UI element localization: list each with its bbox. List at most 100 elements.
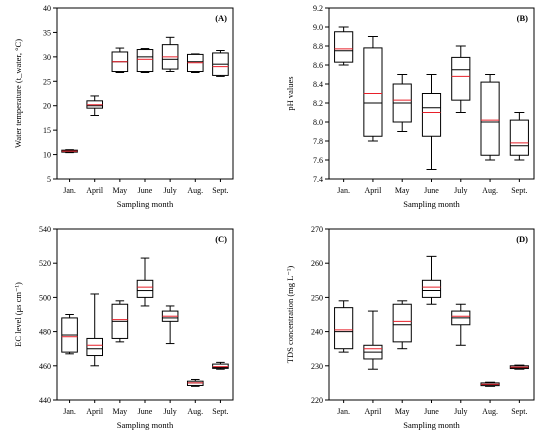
y-tick-label: 480	[39, 328, 51, 337]
x-tick-label: Sept.	[511, 186, 527, 195]
box-jan	[334, 26, 354, 66]
box-body	[363, 47, 383, 137]
panel-label: (A)	[215, 13, 227, 23]
box-sept	[509, 112, 529, 161]
x-tick-label: April	[86, 407, 104, 416]
x-tick-label: Jan.	[63, 407, 76, 416]
box-april	[363, 310, 383, 370]
box-body	[421, 93, 442, 137]
box-aug	[480, 381, 500, 387]
box-sept	[212, 361, 229, 370]
box-aug	[186, 53, 204, 73]
y-tick-label: 7.8	[313, 137, 323, 146]
box-body	[480, 81, 500, 156]
y-tick-label: 270	[311, 225, 323, 234]
panel-label: (C)	[215, 234, 227, 244]
y-tick-label: 260	[311, 259, 323, 268]
panel-tds-concentration: 220 230 240 250 260 270 Jan. April May June July Au…	[285, 225, 535, 430]
y-axis-title: TDS concentration (mg L⁻¹)	[285, 266, 295, 364]
box-jan	[61, 149, 78, 154]
y-tick-label: 250	[311, 293, 323, 302]
y-tick-label: 5	[47, 175, 51, 184]
y-tick-label: 8.8	[313, 42, 323, 51]
box-june	[136, 48, 154, 73]
box-april	[363, 36, 383, 142]
y-tick-label: 9.0	[313, 23, 323, 32]
x-tick-label: Aug.	[482, 186, 498, 195]
x-tick-label: June	[138, 407, 153, 416]
box-june	[421, 255, 442, 305]
panel-ec-level: 440 460 480 500 520 540 Jan. April May June July Au…	[13, 225, 234, 430]
box-may	[111, 47, 129, 73]
y-tick-label: 7.4	[313, 175, 323, 184]
box-july	[451, 303, 471, 346]
x-tick-label: Jan.	[337, 407, 350, 416]
y-tick-label: 220	[311, 396, 323, 405]
y-tick-label: 15	[43, 126, 51, 135]
x-tick-label: July	[163, 186, 176, 195]
x-tick-label: Sept.	[212, 407, 228, 416]
box-body	[451, 56, 471, 101]
x-tick-label: April	[86, 186, 104, 195]
x-tick-label: May	[113, 407, 128, 416]
box-jan	[334, 300, 354, 353]
box-april	[86, 293, 104, 367]
box-body	[509, 119, 529, 156]
box-sept	[212, 50, 229, 77]
box-may	[392, 74, 412, 132]
box-aug	[186, 378, 204, 387]
box-june	[136, 257, 154, 307]
x-tick-label: May	[395, 407, 410, 416]
x-tick-label: July	[163, 407, 176, 416]
box-april	[86, 95, 104, 116]
x-tick-label: April	[364, 186, 382, 195]
x-tick-label: Aug.	[187, 186, 203, 195]
box-body	[136, 279, 154, 298]
box-may	[392, 300, 412, 350]
x-tick-label: June	[424, 186, 439, 195]
box-body	[136, 49, 154, 73]
y-tick-label: 240	[311, 328, 323, 337]
panel-water-temperature: 5 10 15 20 25 30 35 40 Jan. April May June July Aug. S…	[13, 4, 234, 209]
y-tick-label: 9.2	[313, 4, 323, 13]
y-axis-title: EC level (μs cm⁻¹)	[13, 282, 23, 347]
panel-label: (D)	[516, 234, 528, 244]
y-tick-label: 500	[39, 293, 51, 302]
y-tick-label: 30	[43, 53, 51, 62]
y-axis-title: Water temperature (t_water, °C)	[13, 39, 23, 148]
x-tick-label: May	[395, 186, 410, 195]
x-axis-title: Sampling month	[403, 199, 460, 209]
y-tick-label: 8.6	[313, 61, 323, 70]
y-tick-label: 230	[311, 362, 323, 371]
box-body	[421, 279, 442, 298]
x-tick-label: July	[454, 186, 467, 195]
box-july	[161, 305, 179, 345]
box-july	[451, 45, 471, 113]
box-body	[334, 31, 354, 63]
x-tick-label: June	[138, 186, 153, 195]
y-tick-label: 460	[39, 362, 51, 371]
box-body	[86, 337, 104, 357]
box-body	[334, 307, 354, 350]
x-tick-label: June	[424, 407, 439, 416]
x-tick-label: Aug.	[482, 407, 498, 416]
x-tick-label: April	[364, 407, 382, 416]
plot-frame-water-temperature	[56, 7, 234, 180]
plot-frame-ec-level	[56, 228, 234, 401]
box-jan	[61, 314, 78, 355]
x-tick-label: Jan.	[63, 186, 76, 195]
x-axis-title: Sampling month	[117, 420, 174, 430]
y-tick-label: 440	[39, 396, 51, 405]
x-tick-label: Sept.	[212, 186, 228, 195]
x-tick-label: May	[113, 186, 128, 195]
box-body	[392, 303, 412, 343]
panel-ph-values: 7.4 7.6 7.8 8.0 8.2 8.4 8.6 8.8 9.0 9.2 Jan. April M…	[285, 4, 535, 209]
x-tick-label: Jan.	[337, 186, 350, 195]
y-tick-label: 520	[39, 259, 51, 268]
plot-frame-tds-concentration	[328, 228, 535, 401]
x-tick-label: Sept.	[511, 407, 527, 416]
box-sept	[509, 364, 529, 370]
y-tick-label: 10	[43, 151, 51, 160]
box-june	[421, 74, 442, 170]
y-axis-title: pH values	[285, 76, 295, 110]
